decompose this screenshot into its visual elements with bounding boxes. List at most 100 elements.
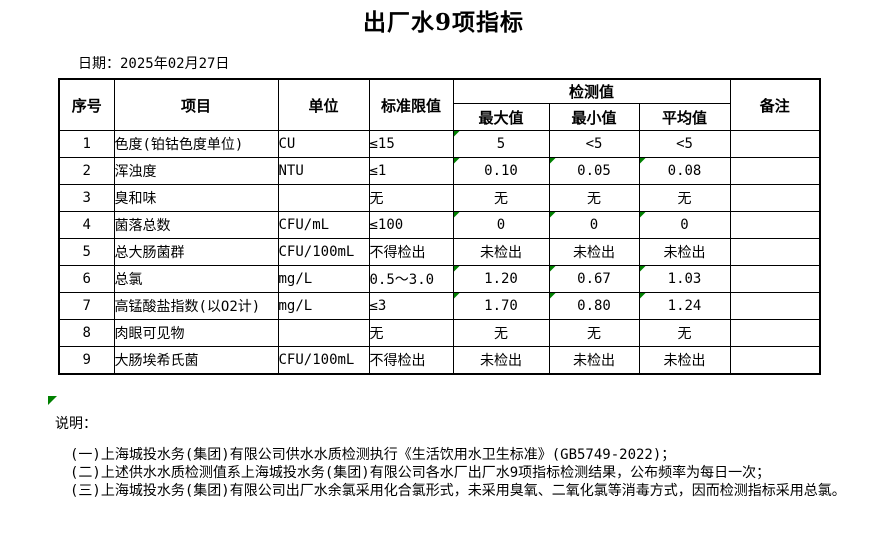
cell-remark — [729, 292, 821, 320]
cell-item: 肉眼可见物 — [113, 319, 279, 347]
cell-unit: NTU — [277, 157, 370, 185]
page-title: 出厂水9项指标 — [362, 9, 524, 36]
cell-min: <5 — [548, 130, 640, 158]
cell-avg: 未检出 — [638, 238, 731, 266]
col-header-no: 序号 — [58, 78, 115, 131]
cell-max: 无 — [452, 319, 550, 347]
cell-seq: 3 — [58, 184, 115, 212]
table-row: 8 肉眼可见物 无 无 无 无 — [58, 319, 821, 347]
cell-max: 未检出 — [452, 346, 550, 375]
cell-seq: 4 — [58, 211, 115, 239]
cell-unit: CFU/mL — [277, 211, 370, 239]
cell-limit: ≤1 — [368, 157, 454, 185]
cell-item: 高锰酸盐指数(以O2计) — [113, 292, 279, 320]
header-row-top: 序号 项目 单位 标准限值 检测值 备注 — [58, 78, 821, 131]
cell-item: 大肠埃希氏菌 — [113, 346, 279, 375]
cell-unit — [277, 319, 370, 347]
cell-min: 0.05 — [548, 157, 640, 185]
date-value: 2025年02月27日 — [120, 56, 230, 72]
table-row: 4 菌落总数 CFU/mL ≤100 0 0 0 — [58, 211, 821, 239]
cell-seq: 8 — [58, 319, 115, 347]
notes-section: (一)上海城投水务(集团)有限公司供水水质检测执行《生活饮用水卫生标准》(GB5… — [70, 446, 846, 500]
cell-limit: 不得检出 — [368, 238, 454, 266]
col-header-detection: 检测值 — [452, 78, 731, 104]
cell-remark — [729, 211, 821, 239]
cell-item: 总氯 — [113, 265, 279, 293]
col-header-item: 项目 — [113, 78, 279, 131]
cell-limit: ≤15 — [368, 130, 454, 158]
cell-item: 浑浊度 — [113, 157, 279, 185]
note-line-1: (一)上海城投水务(集团)有限公司供水水质检测执行《生活饮用水卫生标准》(GB5… — [70, 447, 676, 463]
cell-seq: 6 — [58, 265, 115, 293]
cell-min: 无 — [548, 184, 640, 212]
table-row: 3 臭和味 无 无 无 无 — [58, 184, 821, 212]
cell-remark — [729, 346, 821, 375]
cell-remark — [729, 319, 821, 347]
cell-min: 未检出 — [548, 238, 640, 266]
cell-unit: mg/L — [277, 265, 370, 293]
cell-unit: CU — [277, 130, 370, 158]
table-row: 2 浑浊度 NTU ≤1 0.10 0.05 0.08 — [58, 157, 821, 185]
cell-item: 总大肠菌群 — [113, 238, 279, 266]
date-label: 日期： — [78, 56, 120, 72]
cell-avg: <5 — [638, 130, 731, 158]
water-quality-table: 序号 项目 单位 标准限值 检测值 备注 最大值 最小值 平均值 1 色度(铂钴… — [58, 78, 821, 375]
cell-seq: 2 — [58, 157, 115, 185]
cell-max: 5 — [452, 130, 550, 158]
cell-remark — [729, 157, 821, 185]
cell-limit: ≤100 — [368, 211, 454, 239]
col-header-max: 最大值 — [452, 103, 550, 131]
green-flag-icon — [48, 396, 57, 405]
table-row: 1 色度(铂钴色度单位) CU ≤15 5 <5 <5 — [58, 130, 821, 158]
cell-max: 未检出 — [452, 238, 550, 266]
notes-label: 说明： — [55, 416, 97, 432]
col-header-remark: 备注 — [729, 78, 821, 131]
col-header-min: 最小值 — [548, 103, 640, 131]
cell-min: 0.67 — [548, 265, 640, 293]
col-header-unit: 单位 — [277, 78, 370, 131]
cell-remark — [729, 238, 821, 266]
header-row-sub: 最大值 最小值 平均值 — [59, 103, 820, 131]
table-row: 9 大肠埃希氏菌 CFU/100mL 不得检出 未检出 未检出 未检出 — [58, 346, 821, 375]
cell-item: 臭和味 — [113, 184, 279, 212]
cell-seq: 1 — [58, 130, 115, 158]
cell-min: 0.80 — [548, 292, 640, 320]
col-header-avg: 平均值 — [638, 103, 731, 131]
cell-max: 0 — [452, 211, 550, 239]
cell-unit: CFU/100mL — [277, 238, 370, 266]
cell-min: 0 — [548, 211, 640, 239]
cell-avg: 1.03 — [638, 265, 731, 293]
table-body: 1 色度(铂钴色度单位) CU ≤15 5 <5 <5 2 浑浊度 NTU ≤1… — [58, 130, 821, 375]
cell-max: 无 — [452, 184, 550, 212]
cell-limit: 无 — [368, 319, 454, 347]
note-line-3: (三)上海城投水务(集团)有限公司出厂水余氯采用化合氯形式，未采用臭氧、二氧化氯… — [70, 483, 846, 499]
cell-avg: 未检出 — [638, 346, 731, 375]
cell-remark — [729, 184, 821, 212]
table-row: 7 高锰酸盐指数(以O2计) mg/L ≤3 1.70 0.80 1.24 — [58, 292, 821, 320]
cell-seq: 5 — [58, 238, 115, 266]
cell-avg: 1.24 — [638, 292, 731, 320]
report-date: 日期：2025年02月27日 — [78, 53, 229, 73]
cell-unit — [277, 184, 370, 212]
cell-limit: 0.5～3.0 — [368, 265, 454, 293]
cell-avg: 无 — [638, 184, 731, 212]
cell-max: 1.70 — [452, 292, 550, 320]
table-row: 5 总大肠菌群 CFU/100mL 不得检出 未检出 未检出 未检出 — [58, 238, 821, 266]
cell-avg: 0 — [638, 211, 731, 239]
cell-limit: 无 — [368, 184, 454, 212]
cell-remark — [729, 265, 821, 293]
cell-avg: 无 — [638, 319, 731, 347]
col-header-limit: 标准限值 — [368, 78, 454, 131]
table-row: 6 总氯 mg/L 0.5～3.0 1.20 0.67 1.03 — [58, 265, 821, 293]
cell-min: 未检出 — [548, 346, 640, 375]
cell-unit: CFU/100mL — [277, 346, 370, 375]
cell-limit: ≤3 — [368, 292, 454, 320]
cell-item: 菌落总数 — [113, 211, 279, 239]
note-line-2: (二)上述供水水质检测值系上海城投水务(集团)有限公司各水厂出厂水9项指标检测结… — [70, 465, 771, 481]
cell-max: 0.10 — [452, 157, 550, 185]
cell-seq: 7 — [58, 292, 115, 320]
cell-item: 色度(铂钴色度单位) — [113, 130, 279, 158]
cell-min: 无 — [548, 319, 640, 347]
cell-avg: 0.08 — [638, 157, 731, 185]
